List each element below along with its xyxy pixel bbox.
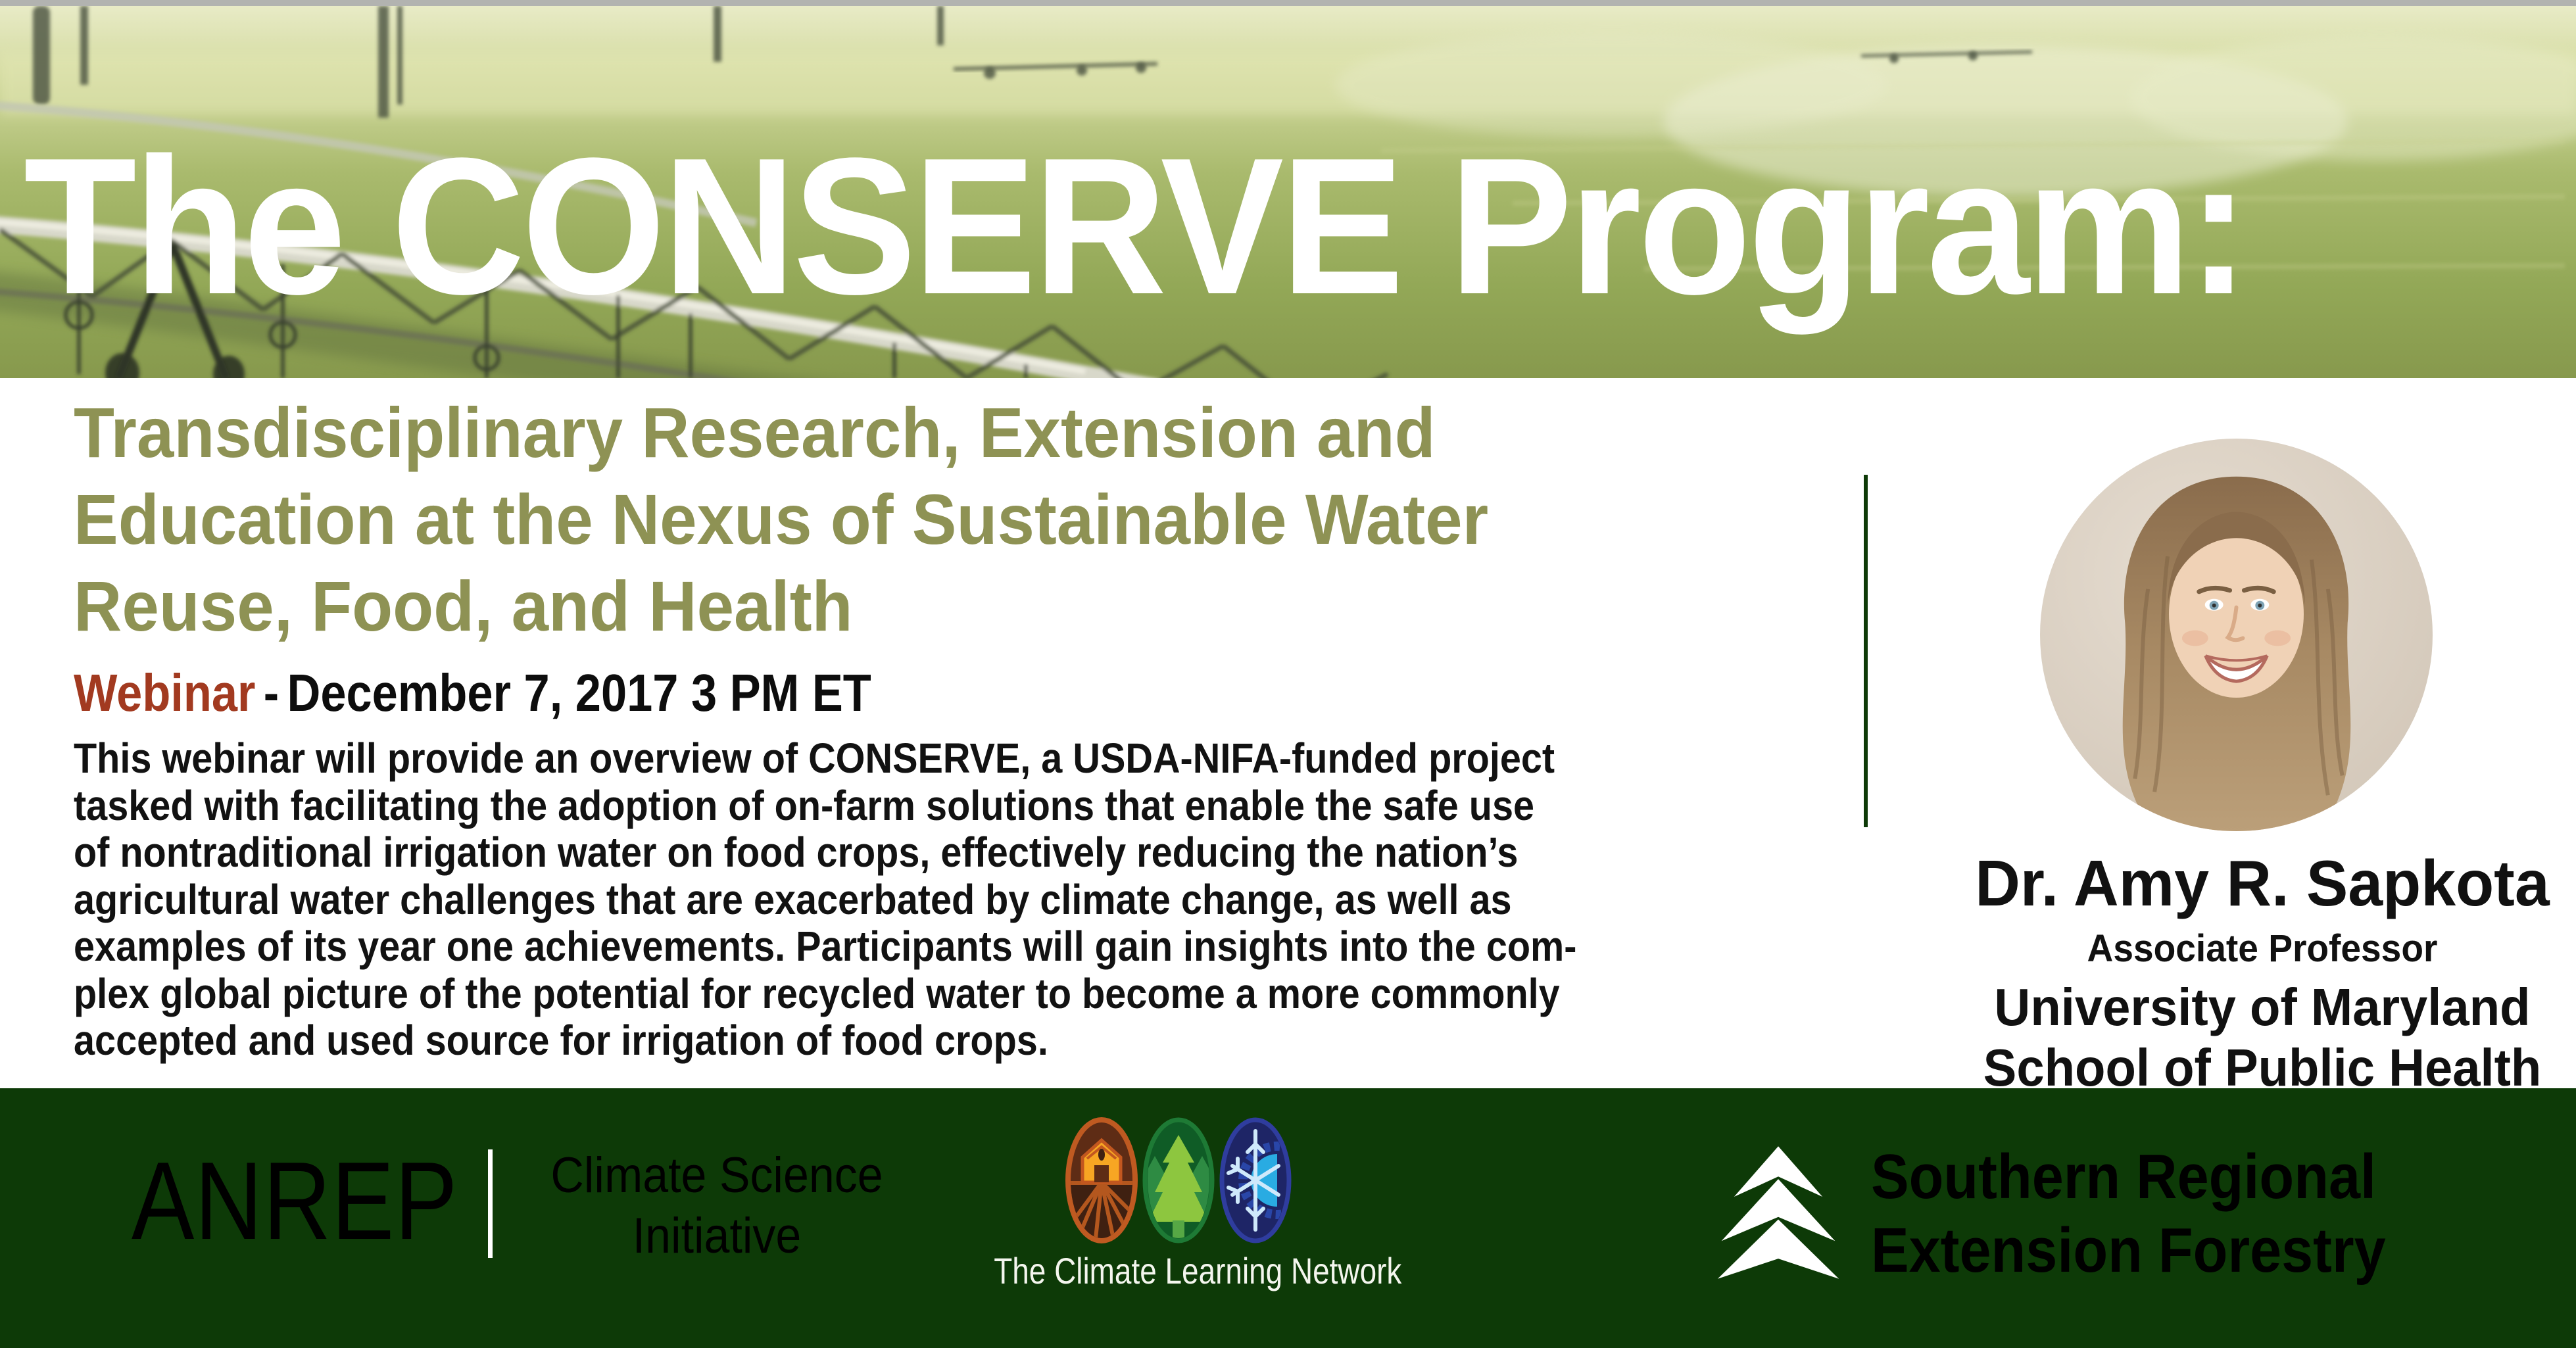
snowflake-sun-icon (1219, 1117, 1292, 1243)
climate-learning-network-logos (1065, 1117, 1292, 1244)
chevron-tree-icon (1715, 1144, 1841, 1281)
speaker-organization: University of Maryland (1994, 977, 2531, 1036)
pine-tree-icon (1142, 1117, 1215, 1243)
event-separator: - (263, 663, 279, 722)
anrep-initiative-label: Climate Science Initiative (523, 1145, 911, 1266)
description-line: agricultural water challenges that are e… (74, 875, 1512, 923)
sref-line1: Southern Regional (1871, 1142, 2377, 1212)
subtitle-line: Education at the Nexus of Sustainable Wa… (74, 479, 1489, 559)
southern-regional-extension-forestry-label: Southern Regional Extension Forestry (1871, 1140, 2386, 1288)
anrep-logo-text: ANREP (132, 1139, 458, 1263)
hero-irrigation-photo (0, 6, 2576, 378)
event-datetime: December 7, 2017 3 PM ET (287, 663, 871, 722)
top-border-strip (0, 0, 2576, 6)
anrep-divider-bar (488, 1149, 493, 1258)
description-line: of nontraditional irrigation water on fo… (74, 829, 1519, 876)
speaker-title: Associate Professor (2087, 927, 2438, 970)
anrep-label-line1: Climate Science (550, 1147, 883, 1203)
speaker-name: Dr. Amy R. Sapkota (1975, 847, 2550, 919)
speaker-department: School of Public Health (1983, 1038, 2542, 1097)
vertical-divider (1864, 475, 1868, 827)
farm-field-icon (1065, 1117, 1138, 1243)
speaker-info: Dr. Amy R. Sapkota Associate Professor U… (1940, 850, 2576, 1095)
irrigation-field-illustration (0, 6, 2576, 378)
page-title: The CONSERVE Program: (24, 117, 2249, 335)
description-line: accepted and used source for irrigation … (74, 1017, 1048, 1064)
description-line: This webinar will provide an overview of… (74, 734, 1555, 782)
description-line: examples of its year one achievements. P… (74, 923, 1577, 970)
portrait-illustration (2040, 439, 2433, 831)
footer-bar (0, 1088, 2576, 1348)
anrep-label-line2: Initiative (632, 1208, 802, 1264)
sref-line2: Extension Forestry (1871, 1215, 2386, 1286)
speaker-portrait-photo (2040, 439, 2433, 831)
description-paragraph: This webinar will provide an overview of… (74, 734, 1577, 1065)
event-line: Webinar - December 7, 2017 3 PM ET (74, 663, 871, 723)
event-type-label: Webinar (74, 663, 256, 722)
description-line: tasked with facilitating the adoption of… (74, 781, 1535, 829)
subtitle-line: Reuse, Food, and Health (74, 566, 853, 646)
subtitle-line: Transdisciplinary Research, Extension an… (74, 393, 1436, 472)
climate-learning-network-caption: The Climate Learning Network (994, 1250, 1402, 1291)
subtitle: Transdisciplinary Research, Extension an… (74, 389, 1488, 650)
description-line: plex global picture of the potential for… (74, 969, 1560, 1017)
